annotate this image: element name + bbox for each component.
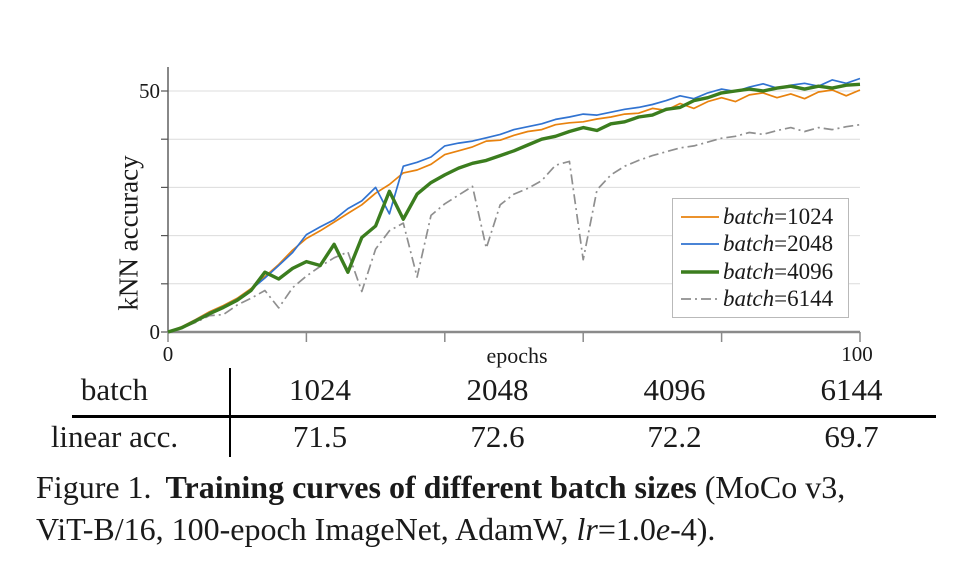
x-axis-title: epochs (486, 343, 548, 368)
legend-item-batch-4096: batch=4096 (680, 258, 848, 285)
series-batch-4096 (167, 82, 861, 334)
legend-item-batch-2048: batch=2048 (680, 231, 848, 258)
legend-line-sample-gray-dashdot (681, 298, 719, 301)
linear-acc-6144: 69.7 (824, 419, 879, 454)
table-rule (72, 415, 936, 418)
linear-acc-4096: 72.2 (647, 419, 702, 454)
x-tick-label-100: 100 (841, 342, 873, 366)
series-batch-1024 (167, 89, 861, 333)
y-tick-label-50: 50 (139, 79, 160, 103)
linear-acc-2048: 72.6 (470, 419, 525, 454)
y-tick-label-0: 0 (149, 320, 161, 344)
x-tick-label-0: 0 (162, 342, 174, 366)
axis-ticks (161, 90, 861, 342)
table-col-6144: 6144 (820, 372, 883, 407)
table-col-2048: 2048 (466, 372, 529, 407)
results-table: batch 1024 2048 4096 6144 linear acc. 71… (0, 368, 973, 457)
caption-line-2: ViT-B/16, 100-epoch ImageNet, AdamW, lr=… (36, 511, 716, 547)
table-col-4096: 4096 (643, 372, 706, 407)
table-row-label: linear acc. (0, 415, 231, 457)
legend-line-sample-orange (681, 215, 719, 218)
chart-legend: batch=1024 batch=2048 batch=4096 batch=6… (672, 198, 849, 318)
legend-line-sample-blue (681, 243, 719, 246)
series-batch-6144 (167, 123, 861, 333)
legend-item-batch-1024: batch=1024 (680, 203, 848, 230)
y-axis-title: kNN accuracy (113, 155, 144, 311)
linear-acc-1024: 71.5 (292, 419, 348, 454)
caption-line-1: Figure 1. Training curves of different ba… (36, 469, 846, 505)
table-value-row: linear acc. 71.5 72.6 72.2 69.7 (0, 415, 973, 457)
legend-label: batch=6144 (723, 286, 834, 312)
axis-lines (167, 67, 860, 334)
table-col-1024: 1024 (289, 372, 351, 407)
chart-svg (161, 67, 861, 342)
table-header-label: batch (0, 368, 231, 415)
figure-caption: Figure 1. Training curves of different ba… (36, 466, 956, 550)
legend-label: batch=4096 (723, 258, 834, 284)
legend-line-sample-green (681, 270, 719, 274)
legend-label: batch=2048 (723, 231, 834, 257)
legend-item-batch-6144: batch=6144 (680, 286, 848, 313)
table-header-row: batch 1024 2048 4096 6144 (0, 368, 973, 415)
legend-label: batch=1024 (723, 203, 834, 229)
